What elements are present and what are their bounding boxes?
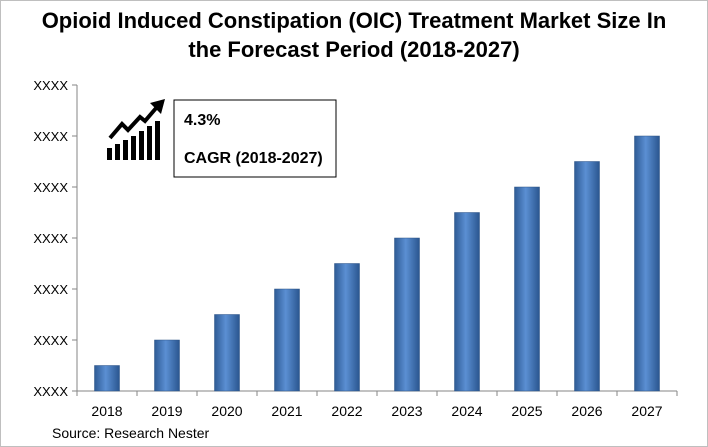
y-tick-label: XXXX (33, 384, 68, 399)
y-tick-label: XXXX (33, 180, 68, 195)
y-tick-label: XXXX (33, 78, 68, 93)
x-tick-label: 2018 (91, 403, 122, 419)
y-tick-label: XXXX (33, 282, 68, 297)
bar-2018 (94, 365, 120, 392)
y-tick-label: XXXX (33, 231, 68, 246)
bar-2019 (154, 339, 180, 392)
x-tick-label: 2027 (631, 403, 662, 419)
x-tick-label: 2026 (571, 403, 602, 419)
x-tick-label: 2020 (211, 403, 242, 419)
cagr-callout-box (173, 99, 337, 178)
growth-chart-arrow-icon (107, 99, 165, 160)
cagr-value: 4.3% (184, 112, 220, 129)
title-line-2: the Forecast Period (2018-2027) (188, 37, 520, 62)
cagr-label: CAGR (2018-2027) (184, 150, 323, 167)
bar-2024 (454, 212, 480, 392)
bar-2026 (574, 161, 600, 392)
bar-2027 (634, 135, 660, 392)
y-tick-label: XXXX (33, 129, 68, 144)
bar-2025 (514, 186, 540, 392)
bar-2021 (274, 288, 300, 392)
x-tick-label: 2025 (511, 403, 542, 419)
x-tick-label: 2021 (271, 403, 302, 419)
x-tick-label: 2023 (391, 403, 422, 419)
x-tick-label: 2022 (331, 403, 362, 419)
y-tick-label: XXXX (33, 333, 68, 348)
title-line-1: Opioid Induced Constipation (OIC) Treatm… (41, 8, 667, 33)
bar-2020 (214, 314, 240, 392)
bar-2022 (334, 263, 360, 392)
x-tick-label: 2024 (451, 403, 482, 419)
chart-title: Opioid Induced Constipation (OIC) Treatm… (0, 6, 708, 64)
source-note: Source: Research Nester (52, 425, 210, 441)
bar-2023 (394, 237, 420, 392)
x-tick-label: 2019 (151, 403, 182, 419)
